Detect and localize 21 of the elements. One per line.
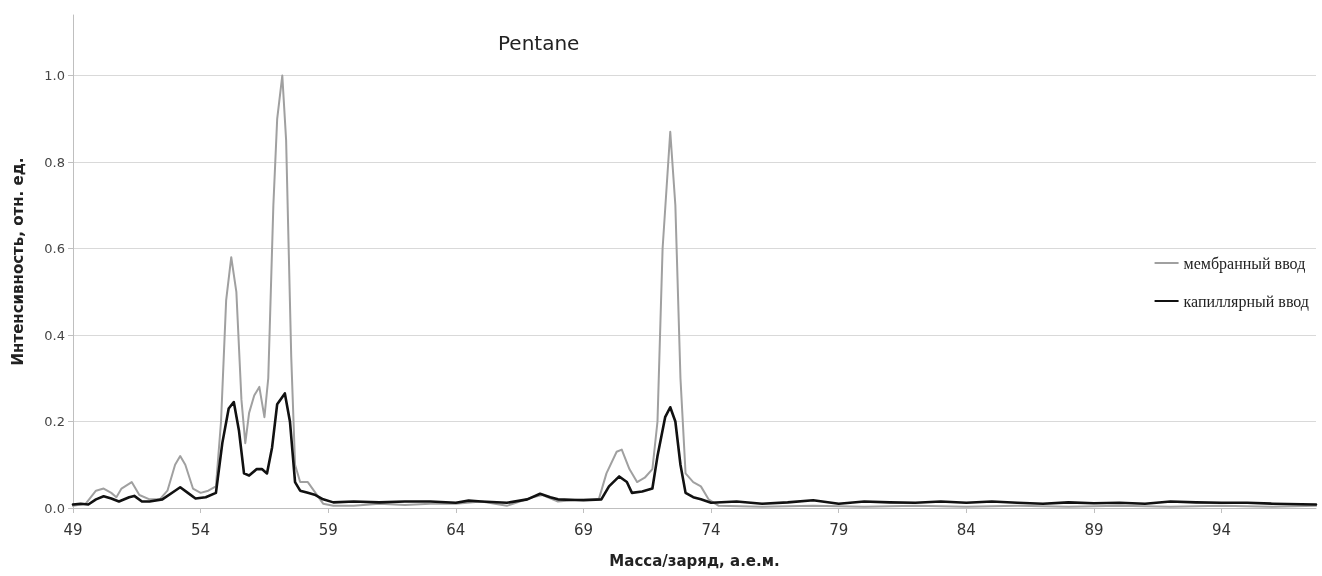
x-axis-title: Масса/заряд, а.е.м.	[609, 551, 780, 570]
y-tick-label: 0.4	[44, 327, 65, 343]
x-tick-label: 79	[829, 520, 849, 539]
x-tick-label: 84	[956, 520, 976, 539]
x-tick-label: 69	[573, 520, 594, 539]
x-tick-label: 64	[446, 520, 466, 539]
x-tick-label: 89	[1084, 520, 1104, 539]
x-tick-label: 54	[191, 520, 211, 539]
x-tick-label: 59	[318, 520, 338, 539]
y-tick-label: 0.8	[44, 154, 65, 170]
legend-label: капиллярный ввод	[1183, 292, 1310, 311]
y-tick-label: 0.6	[44, 241, 65, 257]
y-tick-label: 0.2	[44, 414, 65, 430]
y-tick-label: 0.0	[44, 500, 65, 516]
text: Pentane	[498, 31, 580, 55]
x-tick-label: 49	[63, 520, 83, 539]
legend-label: мембранный ввод	[1183, 254, 1306, 273]
y-tick-label: 1.0	[44, 68, 65, 84]
x-tick-label: 74	[701, 520, 721, 539]
x-tick-label: 94	[1212, 520, 1232, 539]
y-axis-title: Интенсивность, отн. ед.	[8, 157, 27, 366]
